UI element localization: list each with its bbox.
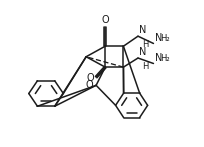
Text: O: O — [101, 15, 109, 25]
Text: H₂: H₂ — [159, 54, 169, 63]
Text: N: N — [138, 25, 145, 35]
Text: H: H — [142, 62, 148, 71]
Text: H₂: H₂ — [159, 34, 169, 43]
Text: H: H — [142, 40, 148, 49]
Text: N: N — [154, 32, 161, 43]
Text: N: N — [154, 53, 161, 63]
Text: O: O — [85, 80, 93, 90]
Text: N: N — [138, 47, 145, 57]
Text: O: O — [86, 73, 93, 83]
